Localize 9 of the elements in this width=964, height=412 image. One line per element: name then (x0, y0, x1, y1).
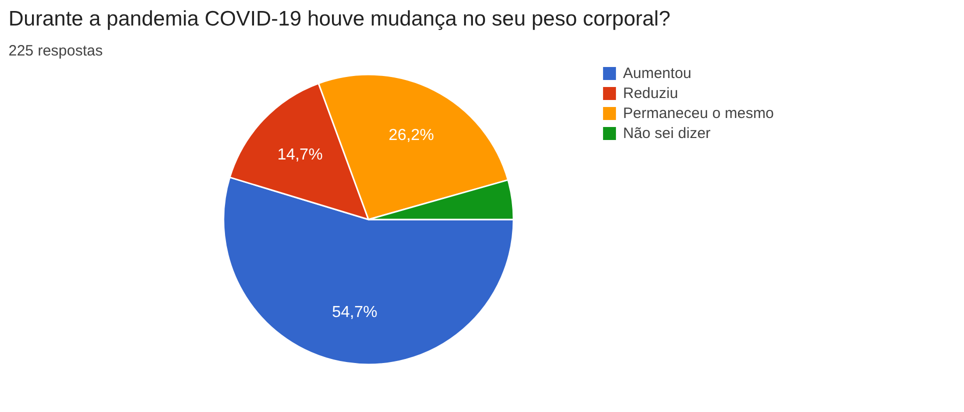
data-label: 26,2% (388, 127, 434, 144)
legend-label: Não sei dizer (623, 124, 711, 142)
legend-label: Reduziu (623, 84, 678, 102)
legend-label: Permaneceu o mesmo (623, 104, 774, 122)
data-label: 54,7% (332, 304, 378, 322)
chart-title: Durante a pandemia COVID-19 houve mudança no seu peso corporal? (8, 8, 670, 30)
legend-label: Aumentou (623, 64, 692, 82)
text: 225 respostas (8, 42, 103, 60)
data-label: 14,7% (277, 146, 323, 164)
